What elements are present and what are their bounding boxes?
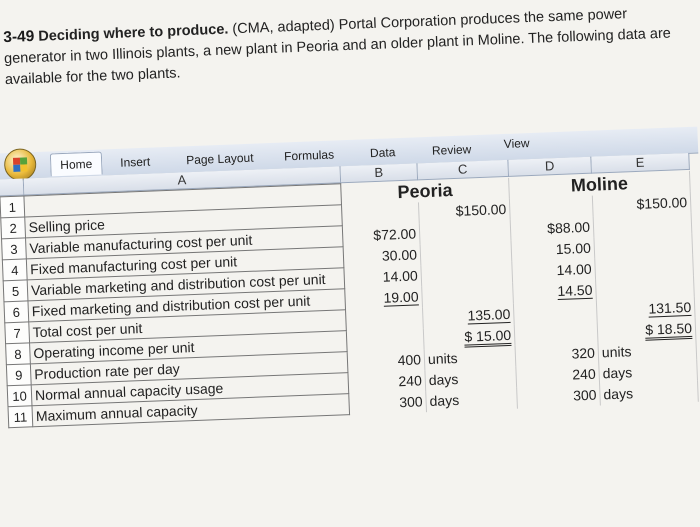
tab-page-layout[interactable]: Page Layout: [185, 150, 254, 168]
problem-number: 3-49: [2, 27, 35, 47]
moline-fixed-mkt[interactable]: 14.50: [557, 281, 593, 300]
cell[interactable]: [341, 201, 420, 226]
tab-data[interactable]: Data: [369, 145, 396, 161]
peoria-production-rate[interactable]: 400: [347, 348, 425, 373]
tab-formulas[interactable]: Formulas: [283, 147, 335, 164]
peoria-fixed-mkt[interactable]: 19.00: [383, 288, 419, 306]
moline-total-cost[interactable]: 131.50: [648, 298, 692, 317]
row-number[interactable]: 10: [7, 384, 32, 407]
moline-max-capacity-unit[interactable]: days: [599, 380, 699, 405]
tab-review[interactable]: Review: [431, 142, 472, 158]
moline-max-capacity[interactable]: 300: [516, 384, 601, 409]
cell[interactable]: [346, 327, 425, 352]
row-number[interactable]: 4: [2, 258, 28, 281]
peoria-normal-capacity[interactable]: 240: [347, 369, 426, 394]
problem-statement: 3-49 Deciding where to produce. (CMA, ad…: [3, 1, 695, 91]
peoria-max-capacity[interactable]: 300: [348, 390, 427, 415]
office-button-icon[interactable]: [3, 147, 37, 182]
row-number[interactable]: 8: [5, 342, 31, 365]
row-number[interactable]: 3: [1, 237, 27, 260]
peoria-var-mkt[interactable]: 14.00: [343, 264, 422, 289]
cell[interactable]: [345, 306, 424, 331]
peoria-operating-income[interactable]: $ 15.00: [464, 326, 512, 348]
tab-insert[interactable]: Insert: [119, 154, 151, 170]
peoria-max-capacity-unit[interactable]: days: [425, 387, 518, 412]
tab-view[interactable]: View: [503, 136, 530, 152]
row-number[interactable]: 1: [0, 195, 25, 218]
problem-text: (CMA, adapted) Portal Corporation produc…: [3, 6, 672, 89]
spreadsheet: Home Insert Page Layout Formulas Data Re…: [0, 126, 700, 474]
moline-operating-income[interactable]: $ 18.50: [644, 319, 693, 341]
row-number[interactable]: 6: [3, 300, 29, 323]
row-number[interactable]: 2: [0, 216, 26, 239]
row-number[interactable]: 5: [3, 279, 28, 302]
problem-title: Deciding where to produce.: [38, 21, 229, 45]
row-number[interactable]: 11: [7, 405, 33, 428]
row-number[interactable]: 7: [4, 321, 30, 344]
tab-home[interactable]: Home: [49, 151, 103, 177]
select-all-corner[interactable]: [0, 178, 25, 197]
data-grid: 1 Peoria Moline 2 Selling price $150.00 …: [0, 170, 699, 428]
peoria-total-cost[interactable]: 135.00: [467, 305, 511, 324]
row-number[interactable]: 9: [6, 363, 32, 386]
peoria-fixed-mfg[interactable]: 30.00: [343, 243, 421, 268]
peoria-var-mfg[interactable]: $72.00: [342, 222, 421, 247]
